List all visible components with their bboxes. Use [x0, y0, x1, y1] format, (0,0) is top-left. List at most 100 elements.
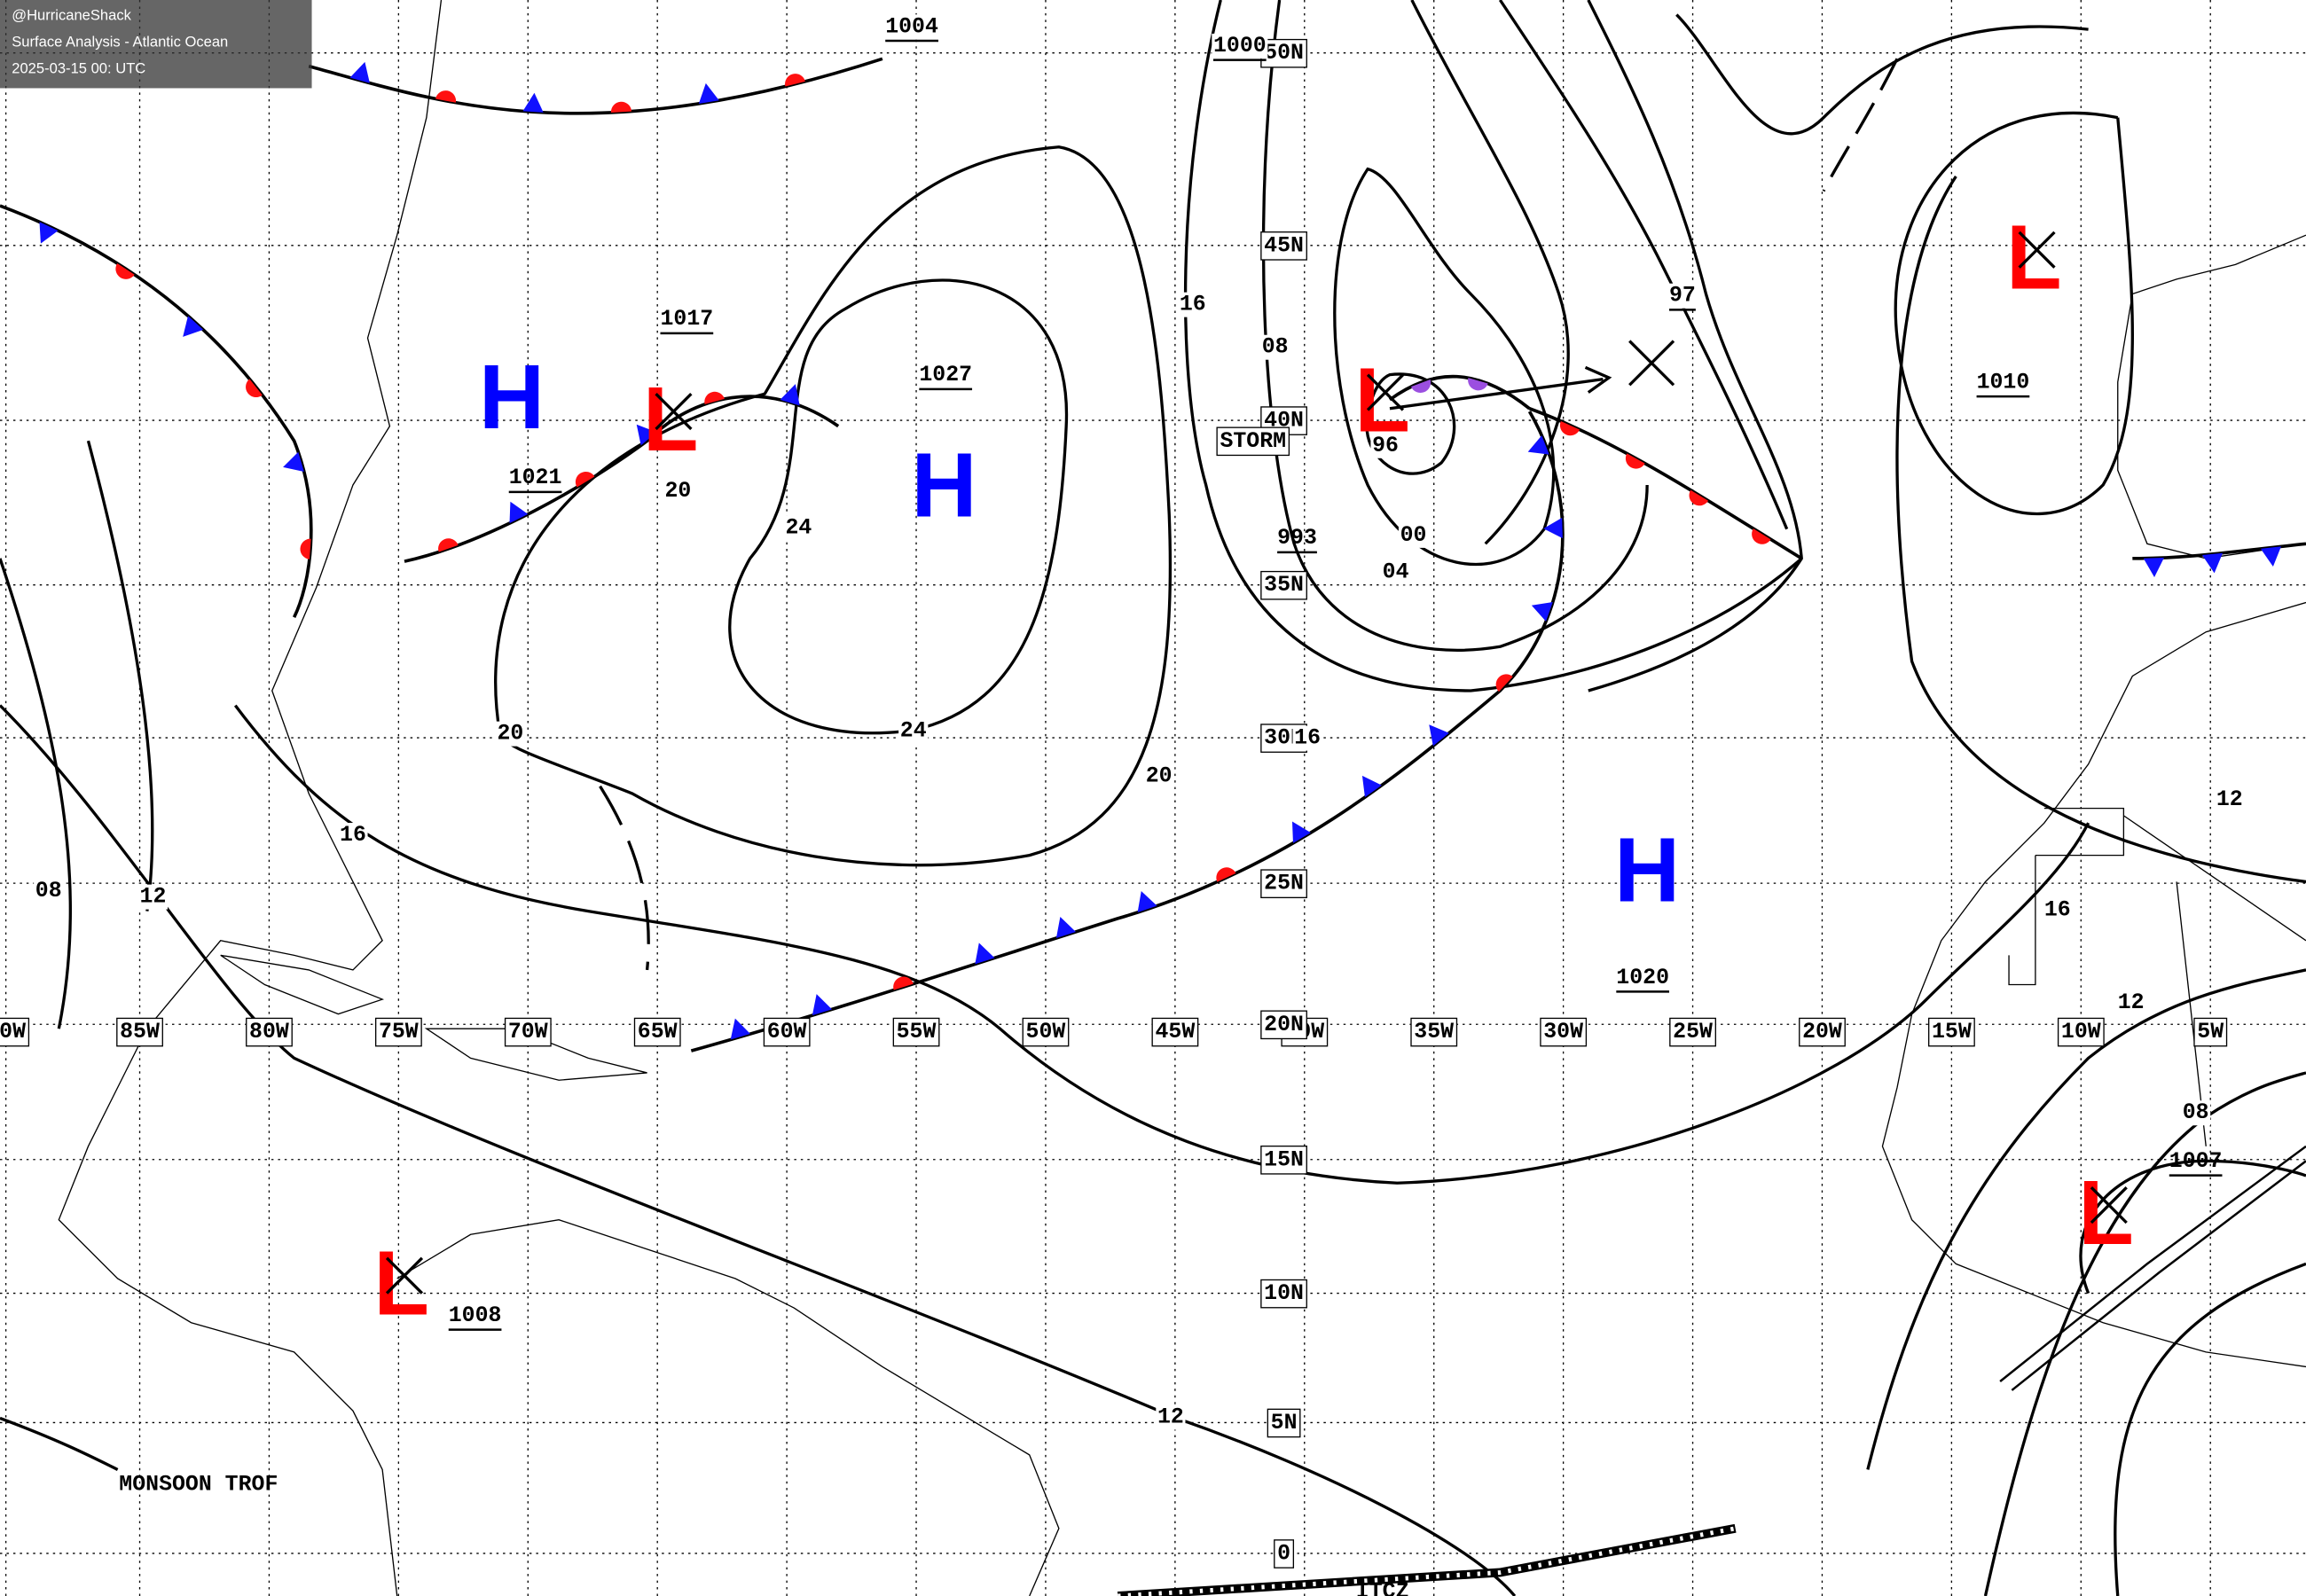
arrow-head — [1584, 365, 1612, 394]
center-x — [385, 1256, 424, 1295]
center-x — [2018, 231, 2056, 269]
warm-front-symbol — [1559, 420, 1580, 436]
latitude-label-box — [1260, 1145, 1307, 1175]
map-title: Surface Analysis - Atlantic Ocean — [12, 33, 228, 50]
cold-front-symbol — [1543, 517, 1563, 539]
isobar — [1866, 968, 2306, 1470]
pressure-center: H — [911, 434, 977, 536]
central-pressure: 1007 — [2169, 1149, 2223, 1174]
warm-front-symbol — [300, 538, 311, 559]
isobar — [1183, 0, 1803, 692]
header: @HurricaneShack Surface Analysis - Atlan… — [0, 0, 312, 89]
cold-front-symbol — [1429, 724, 1449, 747]
longitude-label-box — [892, 1017, 940, 1047]
pressure-center: H — [479, 346, 545, 448]
central-pressure: 1021 — [509, 466, 562, 490]
warm-front-symbol — [1495, 674, 1513, 692]
isobar-label: 08 — [35, 879, 62, 904]
warm-front-symbol — [1752, 528, 1771, 544]
track-arrow — [1389, 377, 1604, 411]
longitude-label-box — [374, 1017, 422, 1047]
longitude-label: 20W — [1802, 1020, 1842, 1044]
valid-time: 2025-03-15 00: UTC — [12, 59, 145, 76]
cold-front-symbol — [1137, 891, 1157, 913]
central-pressure: 1008 — [449, 1303, 502, 1328]
cold-front-symbol — [1527, 435, 1549, 455]
latitude-label: 5N — [1271, 1411, 1298, 1436]
isobar-label: 08 — [1262, 335, 1289, 360]
center-x — [655, 393, 693, 431]
isobar-label: 12 — [140, 885, 167, 910]
label-backing — [2116, 990, 2146, 1015]
longitude-label: 90W — [0, 1020, 26, 1044]
warm-front-symbol — [246, 379, 263, 398]
cold-front-symbol — [636, 424, 657, 446]
occluded-front-symbol — [1468, 378, 1488, 391]
pressure-center: L — [373, 1232, 429, 1334]
trough — [599, 785, 650, 971]
cold-front-symbol — [1291, 821, 1311, 843]
longitude-label-box — [1151, 1017, 1199, 1047]
pressure-center: H — [1614, 819, 1680, 921]
warm-front-symbol — [435, 90, 457, 103]
warm-front-symbol — [1625, 453, 1645, 469]
central-pressure: 1020 — [1616, 966, 1669, 990]
isobar-label: 16 — [1180, 293, 1206, 317]
longitude-label-box — [1928, 1017, 1975, 1047]
isobar-label: 20 — [1146, 764, 1173, 789]
isobar — [494, 145, 1173, 867]
latitude-label-box — [1260, 38, 1307, 68]
warm-front-symbol — [893, 976, 914, 990]
cold-front-symbol — [349, 61, 370, 83]
longitude-label-box — [2057, 1017, 2105, 1047]
label-backing — [1667, 283, 1698, 309]
cold-front-symbol — [698, 82, 719, 104]
latitude-label-box — [1260, 570, 1307, 600]
isobar — [86, 440, 154, 911]
latitude-label: 10N — [1264, 1281, 1304, 1306]
isobar-label: 12 — [1157, 1404, 1184, 1429]
front-line — [690, 411, 1565, 1052]
label-backing — [2181, 1100, 2211, 1126]
latitude-label: 15N — [1264, 1147, 1304, 1172]
center-x — [1366, 373, 1405, 411]
longitude-label-box — [763, 1017, 811, 1047]
latitude-label-box — [1267, 1408, 1301, 1438]
longitude-label: 30W — [1543, 1020, 1583, 1044]
label-backing — [1292, 725, 1322, 751]
occluded-front-symbol — [1410, 379, 1431, 394]
cold-front-symbol — [2260, 546, 2281, 567]
latitude-label: 20N — [1264, 1013, 1304, 1037]
label-backing — [1260, 334, 1290, 360]
longitude-label-box — [2193, 1017, 2228, 1047]
longitude-label: 65W — [638, 1020, 678, 1044]
label-backing — [898, 718, 929, 744]
label-backing — [34, 878, 64, 904]
south-america-coast — [396, 1219, 1060, 1596]
isobar-label: 04 — [1383, 559, 1409, 584]
isobar — [1675, 13, 2089, 136]
isobar — [2114, 1262, 2306, 1596]
isobar-label: 00 — [1400, 523, 1427, 548]
label-backing — [1370, 433, 1400, 458]
label-backing — [663, 479, 693, 505]
label-backing — [1398, 522, 1429, 548]
label-backing — [2215, 787, 2245, 813]
isobar-label: 12 — [2216, 787, 2243, 812]
isobar — [1410, 0, 1570, 545]
cold-front-symbol — [39, 222, 59, 244]
isobar-label: 20 — [664, 479, 691, 504]
isobar-label: 96 — [1372, 434, 1399, 458]
isobar-label: 08 — [2183, 1100, 2209, 1125]
warm-front-symbol — [438, 538, 459, 552]
itcz-hatch — [1118, 1526, 1737, 1596]
longitude-label: 80W — [249, 1020, 289, 1044]
cold-front-symbol — [2143, 558, 2164, 578]
longitude-label: 10W — [2061, 1020, 2101, 1044]
latitude-label-box — [1260, 869, 1307, 899]
cold-front-symbol — [183, 316, 204, 337]
storm-label-box — [1216, 426, 1290, 457]
isobar — [1895, 175, 2306, 884]
latitude-label: 25N — [1264, 872, 1304, 896]
